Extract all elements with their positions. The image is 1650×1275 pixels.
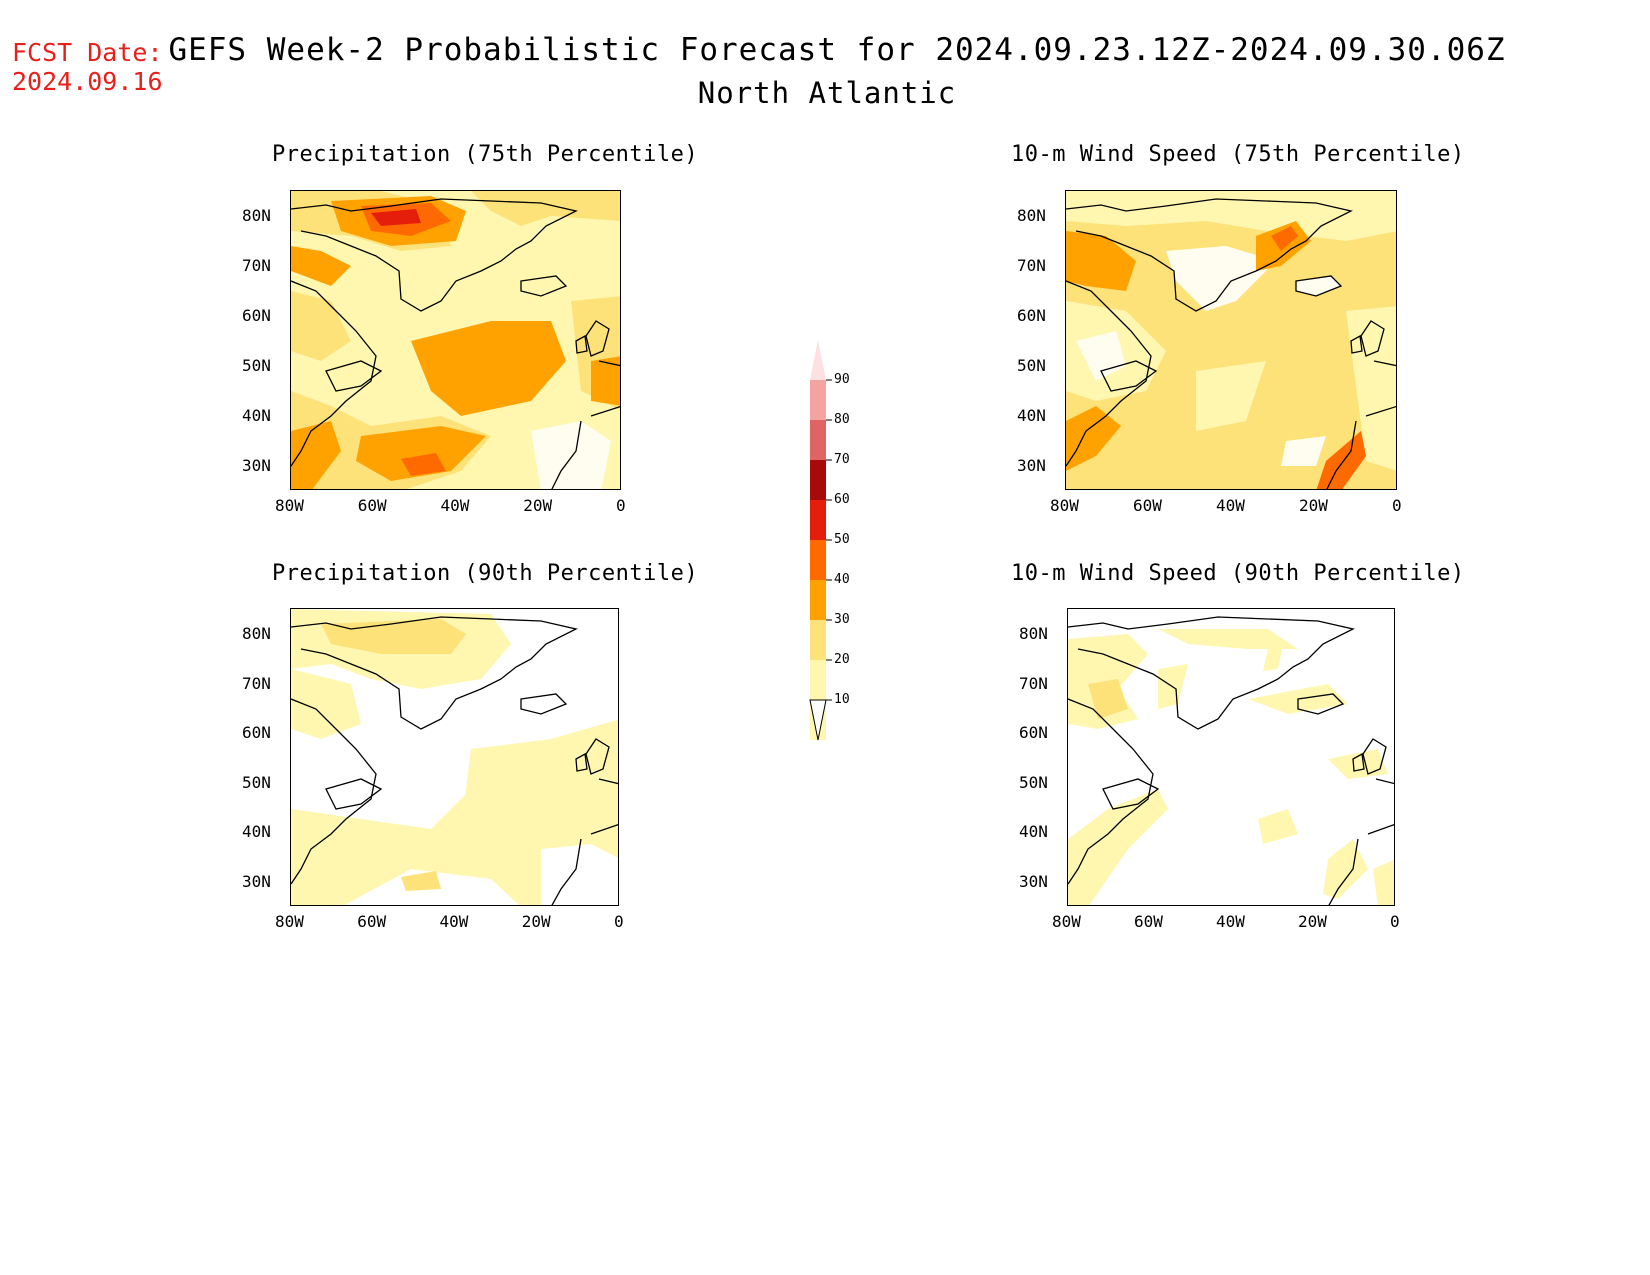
lat-tick-label: 70N	[1017, 256, 1046, 275]
lon-tick-label: 60W	[357, 496, 387, 515]
colorbar-top-triangle	[810, 340, 826, 380]
lat-tick-label: 30N	[242, 872, 271, 891]
colorbar-label: 20	[834, 652, 850, 667]
lat-tick-label: 50N	[242, 356, 271, 375]
lon-tick-label: 0	[616, 496, 626, 515]
lon-tick-label: 0	[1390, 912, 1400, 931]
lat-tick-label: 30N	[242, 456, 271, 475]
lat-tick-label: 60N	[242, 306, 271, 325]
map-frame	[1065, 190, 1397, 490]
lon-tick-label: 80W	[275, 496, 304, 515]
map-svg	[291, 609, 618, 905]
region-title: North Atlantic	[697, 76, 957, 110]
panel-title: 10-m Wind Speed (75th Percentile)	[1011, 142, 1465, 167]
lat-tick-label: 40N	[1019, 822, 1048, 842]
forecast-date-value: 2024.09.16	[12, 67, 163, 96]
map-frame	[1067, 608, 1395, 906]
lat-tick-label: 40N	[242, 822, 271, 842]
lon-tick-label: 0	[614, 912, 624, 931]
lat-tick-label: 70N	[242, 673, 271, 693]
lon-tick-label: 60W	[1134, 912, 1163, 931]
lat-tick-label: 80N	[242, 206, 271, 225]
lat-tick-label: 50N	[242, 772, 271, 792]
lon-tick-label: 20W	[1299, 496, 1328, 515]
map-svg	[1068, 609, 1394, 905]
lat-tick-label: 40N	[242, 406, 271, 425]
colorbar-segment	[810, 580, 826, 620]
map-svg	[1066, 191, 1396, 489]
lon-tick-label: 60W	[357, 912, 387, 931]
lon-tick-label: 40W	[1216, 496, 1245, 515]
colorbar-label: 60	[834, 492, 850, 507]
colorbar-svg	[809, 340, 832, 741]
forecast-date-label: FCST Date: 2024.09.16	[12, 38, 163, 96]
lon-tick-label: 20W	[523, 496, 553, 515]
lat-tick-label: 30N	[1019, 872, 1048, 891]
map-svg	[291, 191, 620, 489]
colorbar-segment	[810, 620, 826, 660]
lon-tick-label: 40W	[440, 496, 470, 515]
lat-tick-label: 80N	[1017, 206, 1046, 225]
lat-tick-label: 40N	[1017, 406, 1046, 425]
colorbar-segment	[810, 500, 826, 540]
colorbar-label: 30	[834, 612, 850, 627]
colorbar-segment	[810, 660, 826, 700]
panel-title: 10-m Wind Speed (90th Percentile)	[1011, 561, 1465, 586]
lat-tick-label: 50N	[1017, 356, 1046, 375]
lat-tick-label: 60N	[242, 723, 271, 743]
colorbar-segment	[810, 460, 826, 500]
colorbar-label: 10	[834, 692, 850, 707]
lat-tick-label: 70N	[1019, 673, 1048, 693]
colorbar-label: 40	[834, 572, 850, 587]
forecast-date-heading: FCST Date:	[12, 38, 163, 67]
lon-tick-label: 60W	[1133, 496, 1162, 515]
lon-tick-label: 20W	[521, 912, 551, 931]
lat-tick-label: 30N	[1017, 456, 1046, 475]
lon-tick-label: 80W	[1050, 496, 1079, 515]
map-frame	[290, 190, 621, 490]
lon-tick-label: 20W	[1298, 912, 1327, 931]
main-title: GEFS Week-2 Probabilistic Forecast for 2…	[168, 32, 1506, 68]
lon-tick-label: 80W	[275, 912, 304, 931]
colorbar-bottom-triangle	[809, 699, 827, 741]
lon-tick-label: 40W	[1216, 912, 1245, 931]
map-frame	[290, 608, 619, 906]
lat-tick-label: 50N	[1019, 772, 1048, 792]
colorbar-label: 50	[834, 532, 850, 547]
lat-tick-label: 80N	[242, 624, 271, 643]
colorbar-segment	[810, 420, 826, 460]
colorbar-label: 90	[834, 372, 850, 387]
lat-tick-label: 60N	[1019, 723, 1048, 743]
lat-tick-label: 60N	[1017, 306, 1046, 325]
lat-tick-label: 80N	[1019, 624, 1048, 643]
lon-tick-label: 40W	[439, 912, 469, 931]
colorbar-segment	[810, 380, 826, 420]
colorbar-label: 70	[834, 452, 850, 467]
lon-tick-label: 0	[1392, 496, 1402, 515]
panel-title: Precipitation (75th Percentile)	[272, 142, 699, 167]
colorbar-segment	[810, 540, 826, 580]
colorbar-label: 80	[834, 412, 850, 427]
panel-title: Precipitation (90th Percentile)	[272, 561, 699, 586]
lon-tick-label: 80W	[1052, 912, 1081, 931]
lat-tick-label: 70N	[242, 256, 271, 275]
